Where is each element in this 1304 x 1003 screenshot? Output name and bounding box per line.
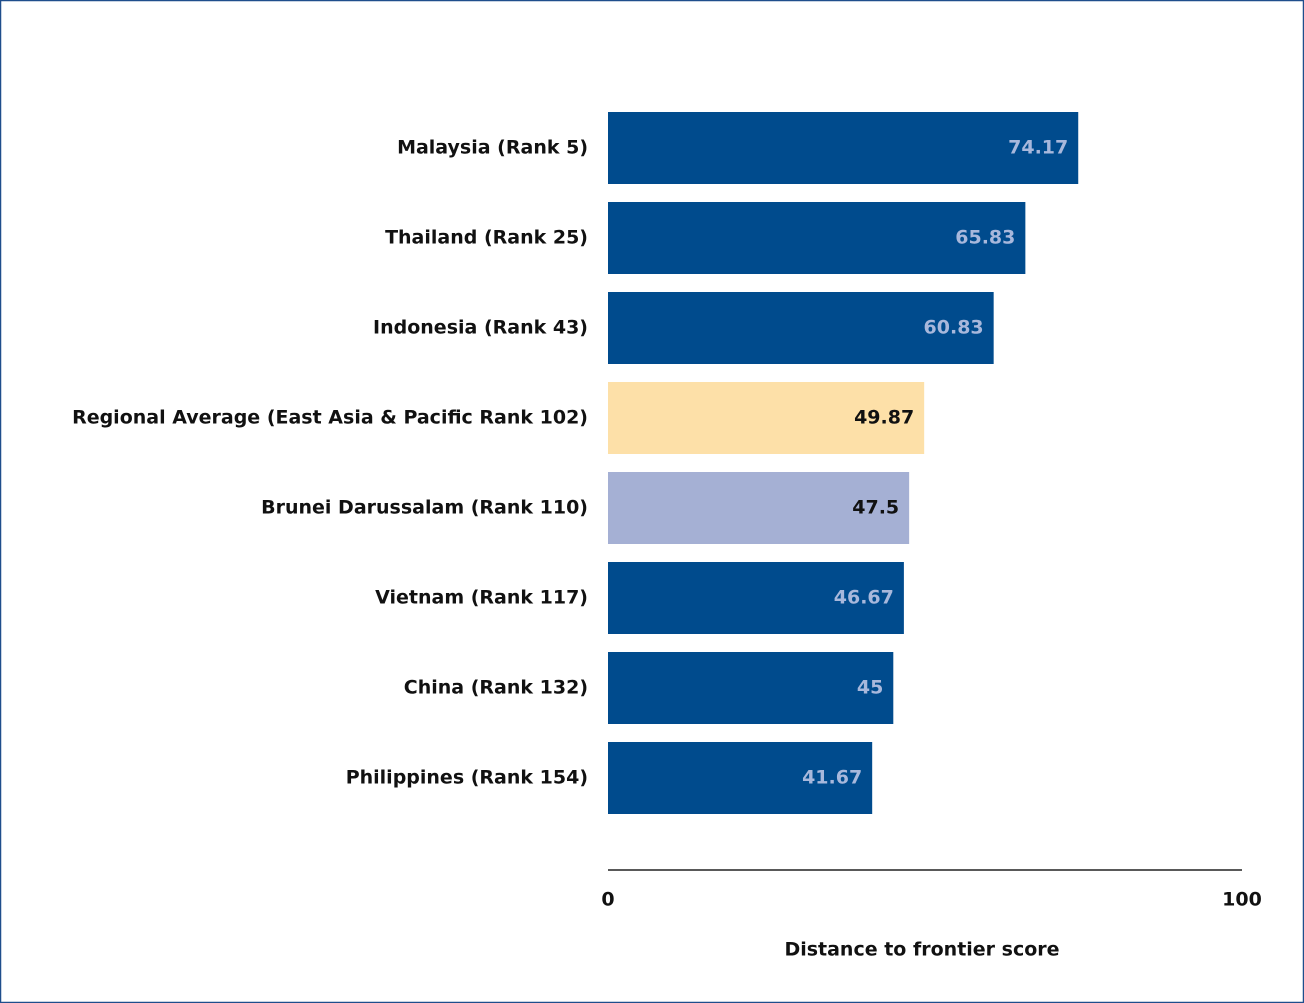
bar [608, 562, 904, 634]
y-tick-label: Brunei Darussalam (Rank 110) [261, 497, 588, 519]
bar [608, 742, 873, 814]
value-label: 60.83 [924, 317, 984, 339]
value-label: 41.67 [802, 767, 862, 789]
bar [608, 472, 910, 544]
y-tick-label: Philippines (Rank 154) [346, 767, 588, 789]
value-label: 45 [857, 677, 883, 699]
x-tick-label: 100 [1222, 889, 1262, 911]
y-tick-label: Regional Average (East Asia & Pacific Ra… [72, 407, 588, 429]
bar [608, 112, 1079, 184]
y-tick-label: Thailand (Rank 25) [385, 227, 588, 249]
value-label: 74.17 [1008, 137, 1068, 159]
y-tick-label: China (Rank 132) [404, 677, 588, 699]
x-tick-label: 0 [601, 889, 614, 911]
x-axis-title: Distance to frontier score [784, 939, 1059, 961]
bar [608, 292, 994, 364]
value-label: 47.5 [852, 497, 899, 519]
y-tick-label: Malaysia (Rank 5) [397, 137, 588, 159]
value-label: 65.83 [955, 227, 1015, 249]
value-label: 46.67 [834, 587, 894, 609]
y-tick-label: Indonesia (Rank 43) [373, 317, 588, 339]
value-label: 49.87 [854, 407, 914, 429]
bar [608, 652, 894, 724]
y-tick-label: Vietnam (Rank 117) [375, 587, 588, 609]
bar [608, 382, 925, 454]
bar [608, 202, 1026, 274]
